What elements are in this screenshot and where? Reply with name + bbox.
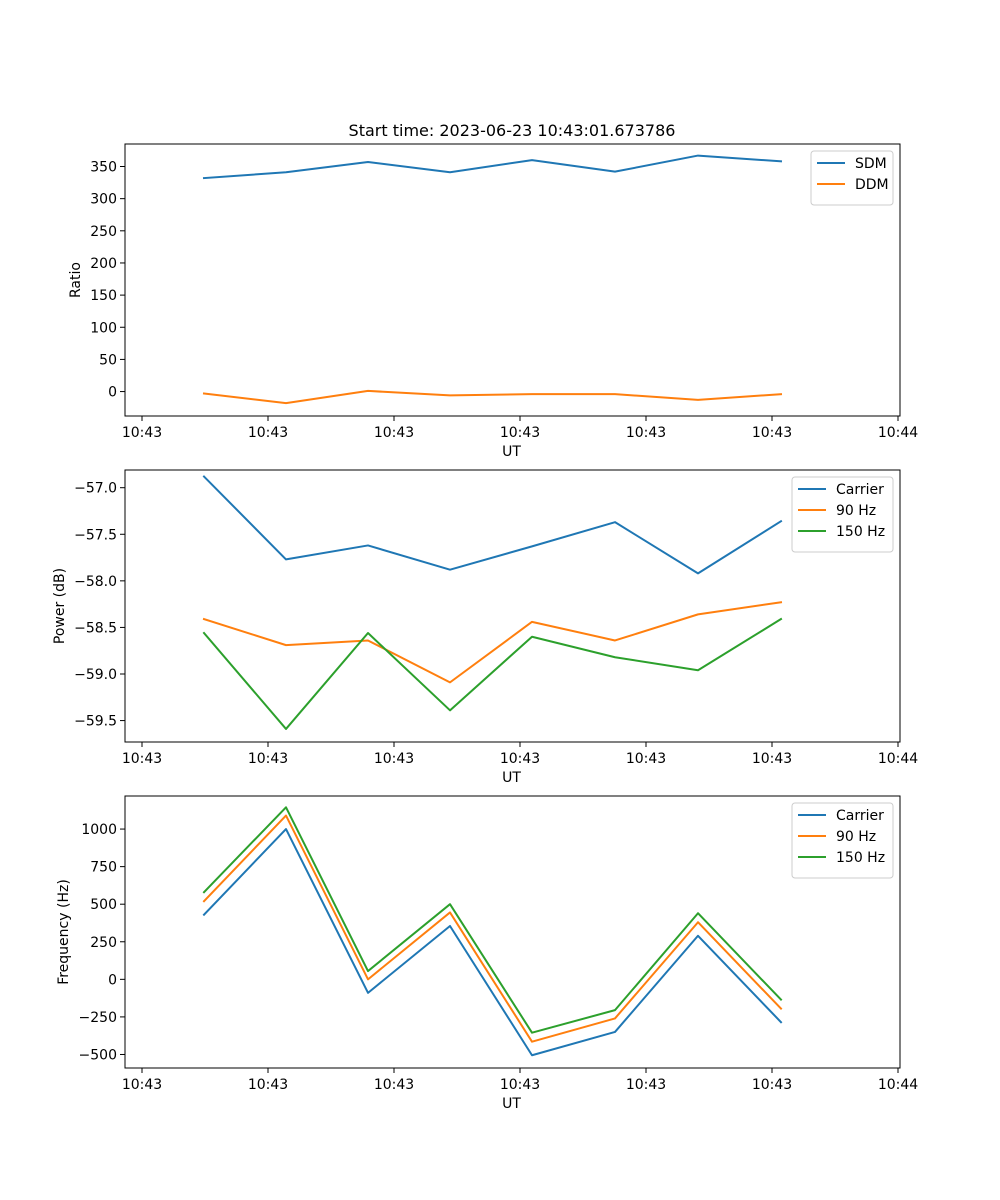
y-tick-label: −500 xyxy=(79,1047,117,1063)
x-tick-label: 10:44 xyxy=(878,1077,918,1093)
legend: Carrier 90 Hz 150 Hz xyxy=(791,802,894,879)
x-tick-label: 10:43 xyxy=(122,1077,162,1093)
legend-box xyxy=(791,476,894,553)
series-line-150-hz xyxy=(202,806,783,1034)
legend-box xyxy=(810,150,894,206)
x-axis-label: UT xyxy=(502,770,521,786)
series-group xyxy=(202,806,783,1057)
y-tick-label: 150 xyxy=(90,288,117,304)
legend-label: DDM xyxy=(855,177,889,193)
y-tick-label: −59.0 xyxy=(74,667,117,683)
y-tick-label: 300 xyxy=(90,192,117,208)
legend: Carrier 90 Hz 150 Hz xyxy=(791,476,894,553)
x-tick-label: 10:43 xyxy=(500,425,540,441)
axes-frame xyxy=(124,469,901,743)
series-group xyxy=(202,154,783,405)
y-tick-label: 500 xyxy=(90,897,117,913)
x-tick-label: 10:43 xyxy=(248,751,288,767)
y-tick-label: 250 xyxy=(90,224,117,240)
legend-label: Carrier xyxy=(836,482,884,498)
x-tick-label: 10:43 xyxy=(122,751,162,767)
x-tick-label: 10:43 xyxy=(626,425,666,441)
y-tick-label: 1000 xyxy=(81,822,117,838)
x-axis-label: UT xyxy=(502,444,521,460)
y-tick-label: −58.0 xyxy=(74,574,117,590)
x-tick-label: 10:43 xyxy=(752,425,792,441)
subplots: 10:43 10:43 10:43 10:43 10:43 10:43 10:44 0 50 10… xyxy=(52,143,918,1112)
y-tick-label: −57.0 xyxy=(74,481,117,497)
legend-label: 150 Hz xyxy=(836,524,885,540)
y-tick-label: 250 xyxy=(90,935,117,951)
series-line-carrier xyxy=(202,475,783,575)
x-tick-label: 10:43 xyxy=(374,425,414,441)
axes-frame xyxy=(124,143,901,417)
x-tick-label: 10:43 xyxy=(626,751,666,767)
x-tick-label: 10:43 xyxy=(752,751,792,767)
legend-box xyxy=(791,802,894,879)
legend-label: Carrier xyxy=(836,808,884,824)
series-line-90-hz xyxy=(202,814,783,1043)
y-tick-label: −57.5 xyxy=(74,527,117,543)
y-tick-label: −250 xyxy=(79,1010,117,1026)
series-line-sdm xyxy=(202,154,783,180)
y-axis-label: Power (dB) xyxy=(52,568,68,644)
x-axis-label: UT xyxy=(502,1096,521,1112)
x-tick-label: 10:43 xyxy=(500,751,540,767)
legend-label: SDM xyxy=(855,156,887,172)
y-tick-label: 350 xyxy=(90,160,117,176)
y-tick-label: −59.5 xyxy=(74,714,117,730)
x-tick-label: 10:43 xyxy=(248,1077,288,1093)
subplot-3: 10:43 10:43 10:43 10:43 10:43 10:43 10:44 −500 −… xyxy=(56,795,918,1112)
x-tick-label: 10:43 xyxy=(248,425,288,441)
y-tick-label: 200 xyxy=(90,256,117,272)
chart-title: Start time: 2023-06-23 10:43:01.673786 xyxy=(349,121,676,140)
y-tick-label: 50 xyxy=(99,352,117,368)
y-tick-label: 0 xyxy=(108,385,117,401)
y-axis-label: Ratio xyxy=(68,262,84,298)
x-tick-label: 10:44 xyxy=(878,425,918,441)
subplot-2: 10:43 10:43 10:43 10:43 10:43 10:43 10:44 −59.5… xyxy=(52,469,918,786)
x-tick-label: 10:43 xyxy=(374,751,414,767)
axes-frame xyxy=(124,795,901,1069)
y-tick-label: 0 xyxy=(108,972,117,988)
x-tick-label: 10:43 xyxy=(500,1077,540,1093)
legend-label: 90 Hz xyxy=(836,503,876,519)
legend: SDM DDM xyxy=(810,150,894,206)
x-tick-label: 10:43 xyxy=(626,1077,666,1093)
series-line-carrier xyxy=(202,828,783,1057)
y-tick-label: 750 xyxy=(90,860,117,876)
series-group xyxy=(202,475,783,730)
y-tick-label: 100 xyxy=(90,320,117,336)
series-line-150-hz xyxy=(202,617,783,730)
legend-label: 150 Hz xyxy=(836,850,885,866)
x-tick-label: 10:43 xyxy=(374,1077,414,1093)
series-line-ddm xyxy=(202,389,783,405)
y-tick-label: −58.5 xyxy=(74,620,117,636)
y-axis-label: Frequency (Hz) xyxy=(56,879,72,985)
subplot-1: 10:43 10:43 10:43 10:43 10:43 10:43 10:44 0 50 10… xyxy=(68,143,918,460)
x-tick-label: 10:44 xyxy=(878,751,918,767)
x-tick-label: 10:43 xyxy=(122,425,162,441)
legend-label: 90 Hz xyxy=(836,829,876,845)
series-line-90-hz xyxy=(202,601,783,684)
x-tick-label: 10:43 xyxy=(752,1077,792,1093)
